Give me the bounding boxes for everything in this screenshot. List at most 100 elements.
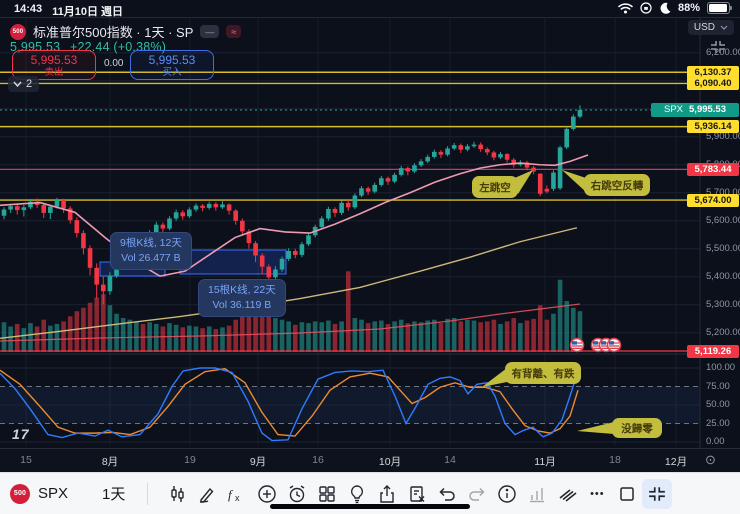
price-axis-label: 5,600.00 [706,214,740,226]
time-axis-tick: 19 [184,454,196,466]
time-axis-tick: 10月 [378,456,402,468]
undo-icon[interactable] [432,479,462,509]
object-tree-chip[interactable]: 2 [8,76,40,92]
sell-button[interactable]: 5,995.53 卖出 [12,50,96,80]
sp500-logo: 500 [10,483,30,504]
axis-settings-icon[interactable]: ⊙ [705,452,716,467]
time-axis-tick: 8月 [101,456,119,468]
indicator-axis-label: 25.00 [706,417,730,429]
measure-bars-text: 9根K线, 12天 [120,237,182,249]
currency-label: USD [693,22,715,33]
last-price-tag: SPX 5,995.53 [651,103,739,117]
price-level-tag: 5,936.14 [687,120,739,134]
measure-volume-text: Vol 26.477 B [121,252,181,265]
more-icon[interactable]: ••• [582,479,612,509]
screenshot-frame-icon[interactable] [612,479,642,509]
price-level-tag: 6,130.37 [687,65,739,79]
measure-volume-text: Vol 36.119 B [212,299,272,312]
measure-label[interactable]: 9根K线, 12天 Vol 26.477 B [110,232,192,271]
price-axis-label: 6,200.00 [706,46,740,58]
price-axis-label: 5,700.00 [706,186,740,198]
moon-icon [660,2,671,14]
buy-label: 买入 [162,67,182,79]
sp500-logo: 500 [10,23,26,40]
ideas-bulb-icon[interactable] [342,479,372,509]
time-axis[interactable]: 15 8月 19 9月 16 10月 14 11月 18 12月 [0,448,740,473]
info-icon[interactable] [492,479,522,509]
measure-label[interactable]: 15根K线, 22天 Vol 36.119 B [198,279,286,318]
time-axis-tick: 12月 [664,456,688,468]
draw-icon[interactable] [192,479,222,509]
tradingview-logo: 17 [12,426,30,442]
alert-icon[interactable] [282,479,312,509]
callout-divergence[interactable]: 有背離、有跌 [505,362,581,384]
redo-icon[interactable] [462,479,492,509]
us-flag-event-icon[interactable] [606,337,622,353]
battery-icon [707,2,732,14]
last-price-symbol: SPX [664,104,684,115]
time-axis-tick: 16 [312,454,324,466]
alert-wave-chip[interactable]: ≈ [226,25,242,38]
time-axis-tick: 18 [609,454,621,466]
chevron-down-icon [13,81,22,87]
auto-fit-icon[interactable] [710,40,726,54]
battery-percent: 88% [677,2,700,14]
hide-chip[interactable]: — [200,25,220,38]
callout-left-gap[interactable]: 左跳空 [472,176,518,198]
price-axis-label: 5,300.00 [706,298,740,310]
sell-price: 5,995.53 [30,53,78,67]
toolbar-symbol-button[interactable]: SPX [38,485,69,502]
chevron-down-icon [720,25,728,30]
price-axis-label: 5,400.00 [706,270,740,282]
home-indicator[interactable] [270,504,470,509]
candles-layer [1,105,583,305]
share-icon[interactable] [372,479,402,509]
buy-button[interactable]: 5,995.53 买入 [130,50,214,80]
status-bar: 14:43 11月10日 週日 88% [0,0,740,18]
callout-no-zero[interactable]: 没歸零 [612,418,662,438]
multi-lines-icon[interactable] [552,479,582,509]
symbol-header[interactable]: 500 标准普尔500指数 · 1天 · SP — ≈ [10,22,242,41]
symbol-title: 标准普尔500指数 · 1天 · SP [33,25,194,40]
object-count: 2 [26,78,33,90]
measure-bars-text: 15根K线, 22天 [208,284,276,296]
more-dots: ••• [590,487,605,500]
interval-button[interactable]: 1天 [102,486,126,503]
clock-time: 14:43 [14,3,43,15]
price-level-tag: 6,090.40 [687,76,739,90]
remove-objects-icon[interactable] [402,479,432,509]
time-axis-tick: 11月 [534,456,556,468]
toolbar-divider [147,482,149,505]
layout-grid-icon[interactable] [312,479,342,509]
indicator-axis-label: 50.00 [706,399,730,410]
sell-label: 卖出 [44,67,64,79]
price-axis-label: 5,900.00 [706,130,740,142]
add-icon[interactable] [252,479,282,509]
collapse-icon[interactable] [642,478,673,509]
orientation-lock-icon [640,2,652,14]
svg-text:x: x [235,493,240,503]
time-axis-tick: 15 [20,454,32,466]
indicator-axis-label: 75.00 [706,380,730,392]
wifi-icon [618,2,633,13]
svg-text:f: f [228,487,234,502]
buy-price: 5,995.53 [148,53,196,67]
currency-selector[interactable]: USD [687,20,734,35]
price-level-tag: 5,674.00 [687,193,739,207]
status-date: 11月10日 週日 [52,6,124,18]
price-level-tag: 5,783.44 [687,162,739,176]
stats-icon[interactable] [522,479,552,509]
price-axis-label: 5,200.00 [706,326,740,338]
chart-style-icon[interactable] [162,479,192,509]
last-price-value: 5,995.53 [689,104,726,115]
spread-value: 0.00 [104,58,124,69]
callout-right-gap[interactable]: 右跳空反轉 [584,174,650,196]
price-level-tag: 5,119.26 [687,344,739,358]
us-flag-event-icon[interactable] [569,337,585,353]
indicator-axis-label: 100.00 [706,362,736,373]
time-axis-tick: 14 [444,454,456,466]
